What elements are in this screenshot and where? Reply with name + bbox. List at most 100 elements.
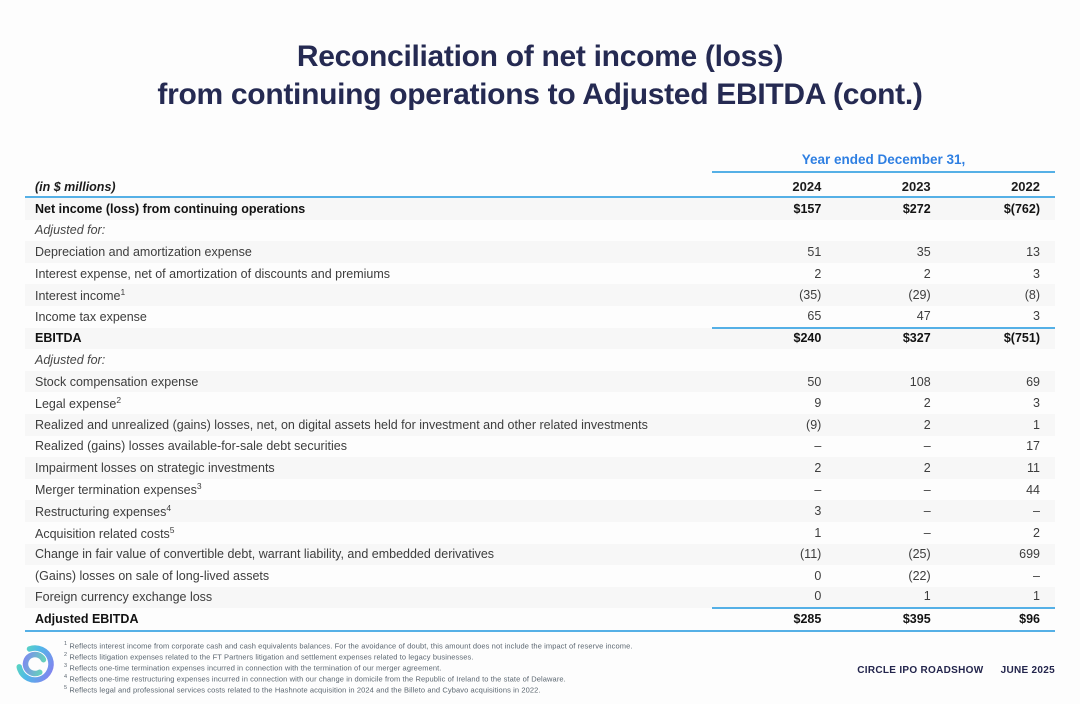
table-row: Income tax expense 65 47 3 [25, 305, 1055, 329]
row-value: – [923, 525, 931, 540]
row-value: 0 [814, 568, 822, 583]
row-value: – [814, 439, 822, 454]
page-title-line2: from continuing operations to Adjusted E… [157, 78, 923, 111]
table-row: Foreign currency exchange loss 0 1 1 [25, 586, 1055, 610]
row-value: 2 [923, 266, 931, 281]
row-values [712, 220, 1055, 242]
row-value: 1 [1033, 589, 1040, 604]
row-label: Realized and unrealized (gains) losses, … [35, 417, 648, 432]
row-label: Depreciation and amortization expense [35, 244, 252, 259]
row-values: 9 2 3 [712, 392, 1055, 414]
row-value: 2 [923, 417, 931, 432]
table-row: Legal expense2 9 2 3 [25, 392, 1055, 414]
row-values: $285 $395 $96 [712, 608, 1055, 630]
row-label: Interest income1 [35, 287, 126, 304]
row-values [712, 349, 1055, 371]
row-value: $96 [1019, 612, 1040, 627]
year-headers: 2024 2023 2022 [712, 179, 1055, 194]
row-value: 1 [923, 589, 931, 604]
table-row: Net income (loss) from continuing operat… [25, 198, 1055, 220]
row-value: (9) [806, 417, 822, 432]
footnote: 1 Reflects interest income from corporat… [64, 640, 633, 651]
unit-label: (in $ millions) [35, 180, 116, 194]
table-row: Adjusted for: [25, 220, 1055, 242]
row-label: Adjusted for: [35, 223, 106, 238]
footnote: 4 Reflects one-time restructuring expens… [64, 673, 566, 684]
row-value: (25) [908, 547, 931, 562]
row-label: Legal expense2 [35, 395, 122, 412]
row-value: 13 [1026, 244, 1040, 259]
row-values: $240 $327 $(751) [712, 328, 1055, 350]
table-row: (Gains) losses on sale of long-lived ass… [25, 565, 1055, 587]
row-values: 65 47 3 [712, 305, 1055, 329]
row-value: (8) [1024, 288, 1040, 303]
row-value: – [1033, 568, 1040, 583]
row-value: 699 [1019, 547, 1040, 562]
row-values: (9) 2 1 [712, 414, 1055, 436]
row-value: (29) [908, 288, 931, 303]
table-row: Interest expense, net of amortization of… [25, 263, 1055, 285]
row-value: 9 [814, 396, 822, 411]
row-label: Merger termination expenses3 [35, 481, 202, 498]
row-label: Change in fair value of convertible debt… [35, 547, 495, 562]
row-values: 0 (22) – [712, 565, 1055, 587]
table-row: Change in fair value of convertible debt… [25, 544, 1055, 566]
row-value: $(751) [1003, 331, 1040, 346]
table-row: Adjusted for: [25, 349, 1055, 371]
row-value: 17 [1026, 439, 1040, 454]
year-header-2024: 2024 [792, 179, 822, 194]
row-value: (35) [799, 288, 822, 303]
table-row: EBITDA $240 $327 $(751) [25, 328, 1055, 350]
row-value: 108 [909, 374, 931, 389]
row-values: 2 2 3 [712, 263, 1055, 285]
row-values: (35) (29) (8) [712, 284, 1055, 306]
row-value: $395 [902, 612, 931, 627]
row-value: – [1033, 504, 1040, 519]
row-label: Net income (loss) from continuing operat… [35, 201, 306, 216]
row-label: Impairment losses on strategic investmen… [35, 460, 275, 475]
row-value: 11 [1027, 460, 1040, 475]
period-header: Year ended December 31, [712, 152, 1055, 173]
row-values: 0 1 1 [712, 586, 1055, 610]
row-value: 2 [814, 266, 822, 281]
table-row: Interest income1 (35) (29) (8) [25, 284, 1055, 306]
row-value: 2 [814, 460, 822, 475]
table-row: Stock compensation expense 50 108 69 [25, 371, 1055, 393]
row-value: – [814, 482, 822, 497]
row-value: 1 [1033, 417, 1040, 432]
row-values: 1 – 2 [712, 522, 1055, 544]
row-value: – [923, 482, 931, 497]
row-label: Foreign currency exchange loss [35, 590, 213, 605]
row-value: $157 [793, 201, 822, 216]
row-value: 44 [1026, 482, 1040, 497]
row-value: 65 [807, 308, 822, 323]
row-value: 3 [1033, 308, 1040, 323]
row-label: Adjusted EBITDA [35, 612, 139, 627]
brand-label: CIRCLE IPO ROADSHOW [857, 665, 984, 676]
row-value: 47 [916, 308, 931, 323]
row-label: Acquisition related costs5 [35, 524, 175, 541]
row-label: Stock compensation expense [35, 374, 199, 389]
year-header-2023: 2023 [901, 179, 931, 194]
row-value: 51 [807, 244, 822, 259]
row-label: Interest expense, net of amortization of… [35, 266, 391, 281]
row-label: Realized (gains) losses available-for-sa… [35, 439, 347, 454]
date-label: JUNE 2025 [1000, 665, 1055, 676]
row-values: 3 – – [712, 500, 1055, 522]
row-value: 2 [923, 396, 931, 411]
footer-brandline: CIRCLE IPO ROADSHOW JUNE 2025 [857, 665, 1055, 676]
reconciliation-table: Year ended December 31, (in $ millions) … [25, 152, 1055, 632]
row-value: $(762) [1003, 201, 1040, 216]
row-value: 50 [807, 374, 822, 389]
row-value: $240 [793, 331, 822, 346]
table-row: Depreciation and amortization expense 51 3… [25, 241, 1055, 263]
table-header-row: (in $ millions) 2024 2023 2022 [25, 173, 1055, 198]
row-value: (11) [800, 547, 822, 562]
row-values: $157 $272 $(762) [712, 198, 1055, 220]
row-label: Income tax expense [35, 309, 147, 324]
row-value: $327 [902, 331, 931, 346]
table-row: Adjusted EBITDA $285 $395 $96 [25, 608, 1055, 632]
table-row: Merger termination expenses3 – – 44 [25, 479, 1055, 501]
row-value: 2 [1033, 525, 1040, 540]
table-row: Restructuring expenses4 3 – – [25, 500, 1055, 522]
